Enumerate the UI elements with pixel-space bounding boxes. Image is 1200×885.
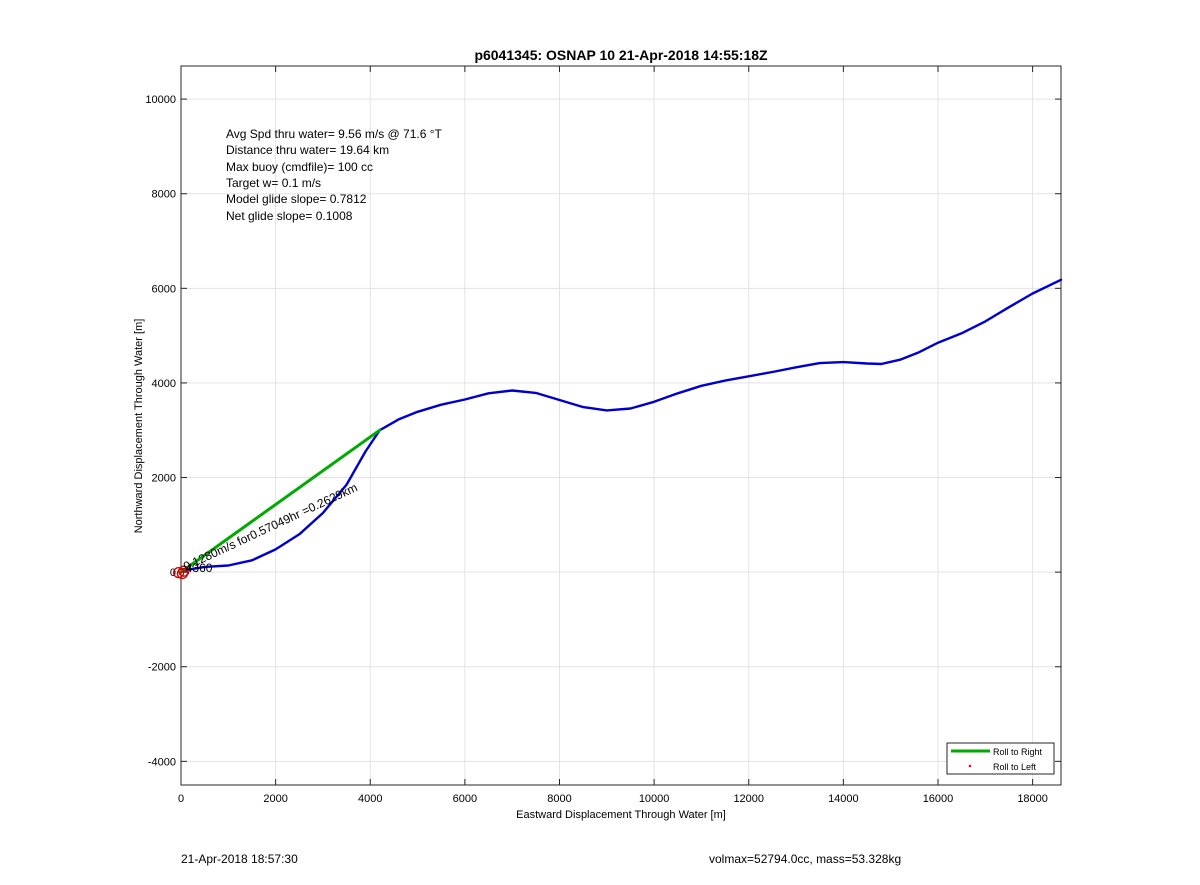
stat-target-w: Target w= 0.1 m/s [226,176,321,190]
legend-box [946,742,1055,775]
annotation-label: 0.1280m/s for0.57049hr =0.2629km [181,480,360,573]
legend-label-roll-right: Roll to Right [993,747,1043,757]
y-tick-label: -4000 [148,756,176,768]
x-tick-label: 14000 [828,793,859,805]
x-tick-label: 16000 [923,793,954,805]
x-tick-label: 8000 [547,793,571,805]
y-tick-label: 2000 [152,473,176,485]
stat-distance: Distance thru water= 19.64 km [226,143,389,157]
roll-left-marker [179,570,183,574]
legend-swatch-roll-left [968,764,972,768]
stat-net-glide: Net glide slope= 0.1008 [226,209,353,223]
y-tick-label: 4000 [152,378,176,390]
tick-labels: 0 2000 4000 6000 8000 10000 12000 14000 16000 180… [145,94,1048,805]
stat-avg-speed: Avg Spd thru water= 9.56 m/s @ 71.6 °T [226,127,443,141]
x-tick-label: 0 [178,793,184,805]
footer-date: 21-Apr-2018 18:57:30 [181,852,298,866]
stat-model-glide: Model glide slope= 0.7812 [226,192,367,206]
x-tick-label: 4000 [358,793,382,805]
x-tick-label: 12000 [733,793,764,805]
surface-circle-marker [178,565,190,577]
chart-title: p6041345: OSNAP 10 21-Apr-2018 14:55:18Z [474,47,768,63]
y-tick-label: 0 [170,567,176,579]
y-tick-label: 6000 [152,283,176,295]
series-layer [172,278,1063,580]
axes-box [180,65,1062,786]
x-tick-label: 6000 [453,793,477,805]
annotation-label: 4360 [186,561,213,575]
y-tick-label: 10000 [145,94,176,106]
stat-max-buoy: Max buoy (cmdfile)= 100 cc [226,160,373,174]
y-tick-label: -2000 [148,662,176,674]
x-tick-label: 2000 [263,793,287,805]
x-tick-label: 10000 [639,793,670,805]
y-tick-label: 8000 [152,189,176,201]
footer-mass: volmax=52794.0cc, mass=53.328kg [709,852,902,866]
y-axis-label: Northward Displacement Through Water [m] [133,319,145,534]
x-tick-label: 18000 [1017,793,1048,805]
track-line [179,278,1063,574]
legend: Roll to Right Roll to Left [946,742,1055,775]
grid [180,66,1061,785]
ticks [180,66,1061,785]
stats-block: Avg Spd thru water= 9.56 m/s @ 71.6 °T D… [226,127,443,223]
legend-label-roll-left: Roll to Left [993,762,1037,772]
surface-circle-marker [176,567,189,580]
roll-right-line [179,428,382,574]
x-axis-label: Eastward Displacement Through Water [m] [516,809,726,821]
